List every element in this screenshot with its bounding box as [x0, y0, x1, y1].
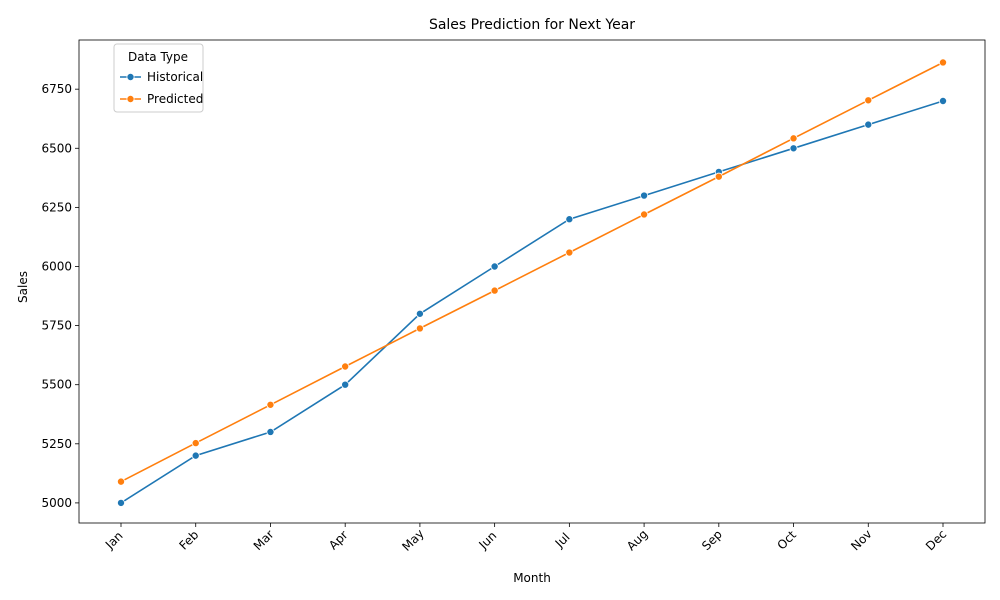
x-tick-label: Sep [699, 527, 725, 553]
historical-data-point [490, 262, 499, 271]
historical-series-line [120, 100, 944, 504]
x-tick-label: Nov [848, 527, 874, 553]
x-tick-label: Oct [774, 528, 799, 553]
x-tick-label: Feb [176, 528, 201, 553]
predicted-data-point [191, 439, 200, 448]
historical-data-point [341, 380, 350, 389]
x-tick-label: Jun [476, 529, 500, 553]
x-axis-label: Month [513, 571, 551, 585]
predicted-data-point [490, 286, 499, 295]
predicted-data-point [266, 400, 275, 409]
historical-data-point [640, 191, 649, 200]
plot-frame [78, 39, 986, 524]
x-tick-label: Apr [326, 528, 351, 553]
predicted-data-point [341, 362, 350, 371]
predicted-data-point [939, 58, 948, 67]
y-tick-label: 5750 [41, 319, 72, 333]
historical-data-point [565, 215, 574, 224]
historical-data-point [191, 451, 200, 460]
legend-label-historical: Historical [147, 70, 203, 84]
historical-data-point [117, 498, 126, 507]
y-tick-label: 6250 [41, 200, 72, 214]
y-tick-label: 6500 [41, 141, 72, 155]
x-tick-label: Mar [251, 527, 277, 553]
x-tick-label: May [399, 526, 426, 553]
x-tick-label: Jan [102, 529, 126, 553]
legend-title: Data Type [128, 50, 188, 64]
legend-box [113, 43, 204, 113]
legend: Data Type Historical Predicted [113, 43, 204, 113]
y-tick-label: 6750 [41, 82, 72, 96]
historical-data-point [864, 120, 873, 129]
x-tick-label: Jul [552, 530, 573, 551]
plot-area [117, 58, 948, 507]
y-tick-label: 5250 [41, 437, 72, 451]
predicted-series-line [120, 61, 944, 483]
legend-marker-predicted [126, 95, 135, 104]
historical-data-point [789, 144, 798, 153]
predicted-data-point [640, 210, 649, 219]
x-tick-label: Dec [923, 527, 949, 553]
chart-title: Sales Prediction for Next Year [429, 17, 635, 33]
y-tick-label: 5000 [41, 496, 72, 510]
historical-data-point [266, 427, 275, 436]
y-tick-label: 6000 [41, 259, 72, 273]
predicted-data-point [714, 172, 723, 181]
legend-marker-historical [126, 73, 135, 82]
predicted-data-point [864, 96, 873, 105]
y-tick-label: 5500 [41, 378, 72, 392]
predicted-data-point [565, 248, 574, 257]
predicted-data-point [415, 324, 424, 333]
legend-label-predicted: Predicted [147, 92, 203, 106]
predicted-data-point [117, 477, 126, 486]
x-tick-label: Aug [624, 527, 650, 553]
historical-data-point [939, 96, 948, 105]
historical-data-point [415, 309, 424, 318]
y-axis-label: Sales [16, 271, 30, 303]
predicted-data-point [789, 134, 798, 143]
